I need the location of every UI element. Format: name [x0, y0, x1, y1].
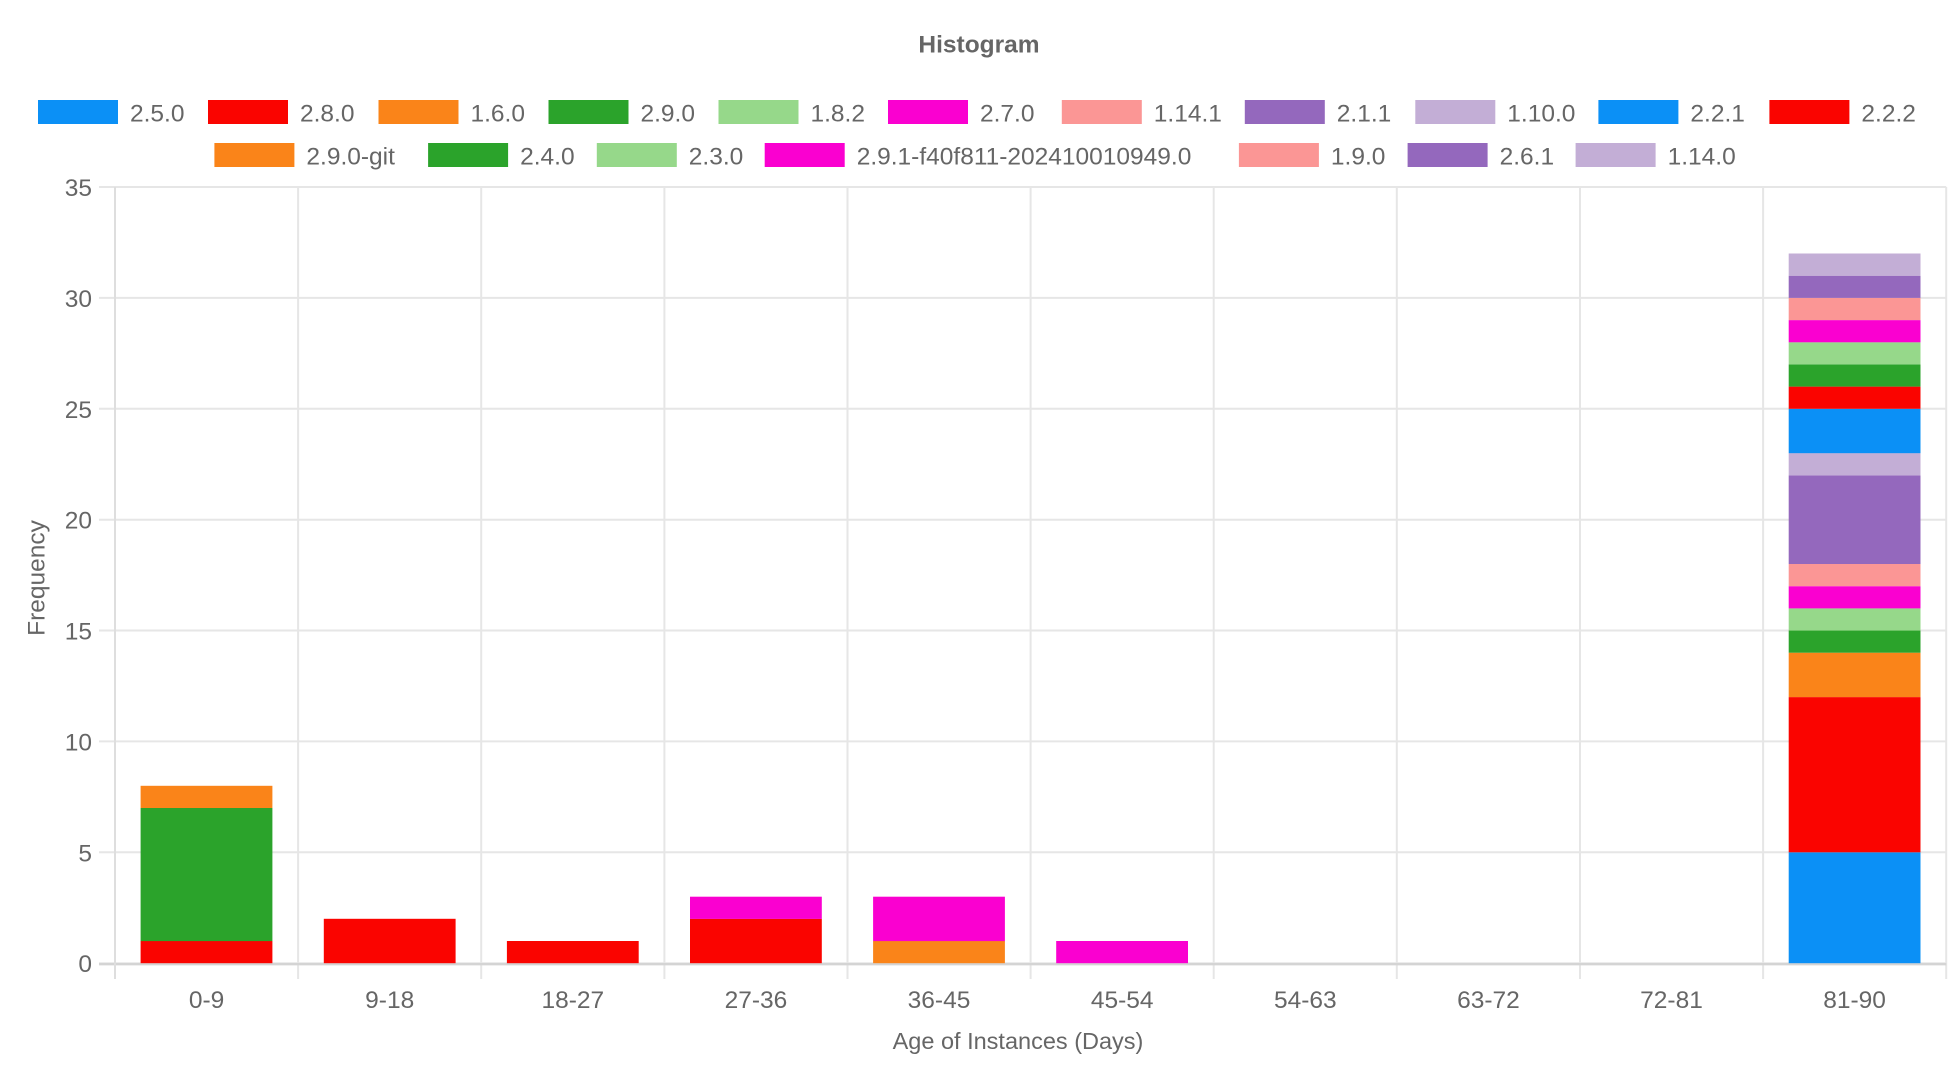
svg-text:2.9.0-git: 2.9.0-git — [306, 144, 395, 171]
svg-text:5: 5 — [78, 840, 92, 867]
svg-text:2.5.0: 2.5.0 — [130, 101, 185, 128]
svg-text:1.9.0: 1.9.0 — [1331, 144, 1386, 171]
svg-text:0: 0 — [78, 951, 92, 978]
svg-text:15: 15 — [65, 619, 92, 646]
svg-text:Histogram: Histogram — [918, 32, 1039, 59]
svg-text:2.9.1-f40f811-202410010949.0: 2.9.1-f40f811-202410010949.0 — [857, 144, 1192, 171]
svg-text:1.14.0: 1.14.0 — [1668, 144, 1736, 171]
svg-text:2.2.2: 2.2.2 — [1861, 101, 1916, 128]
svg-text:2.9.0: 2.9.0 — [641, 101, 696, 128]
svg-text:1.8.2: 1.8.2 — [811, 101, 866, 128]
svg-text:30: 30 — [65, 286, 92, 313]
svg-text:2.4.0: 2.4.0 — [520, 144, 575, 171]
svg-text:9-18: 9-18 — [365, 987, 414, 1014]
svg-text:45-54: 45-54 — [1091, 987, 1154, 1014]
svg-text:63-72: 63-72 — [1457, 987, 1520, 1014]
svg-text:27-36: 27-36 — [725, 987, 788, 1014]
svg-text:2.3.0: 2.3.0 — [689, 144, 744, 171]
svg-text:35: 35 — [65, 175, 92, 202]
svg-text:1.6.0: 1.6.0 — [471, 101, 526, 128]
svg-text:2.7.0: 2.7.0 — [980, 101, 1035, 128]
svg-text:2.2.1: 2.2.1 — [1690, 101, 1745, 128]
svg-text:54-63: 54-63 — [1274, 987, 1337, 1014]
svg-text:Age of Instances (Days): Age of Instances (Days) — [893, 1028, 1144, 1054]
svg-text:2.8.0: 2.8.0 — [300, 101, 355, 128]
svg-text:0-9: 0-9 — [189, 987, 224, 1014]
svg-text:18-27: 18-27 — [541, 987, 604, 1014]
svg-text:Frequency: Frequency — [24, 519, 51, 636]
svg-text:81-90: 81-90 — [1823, 987, 1886, 1014]
svg-text:2.6.1: 2.6.1 — [1500, 144, 1555, 171]
svg-text:25: 25 — [65, 397, 92, 424]
svg-text:36-45: 36-45 — [908, 987, 971, 1014]
svg-text:1.14.1: 1.14.1 — [1154, 101, 1222, 128]
svg-text:1.10.0: 1.10.0 — [1507, 101, 1575, 128]
svg-text:20: 20 — [65, 508, 92, 535]
svg-text:2.1.1: 2.1.1 — [1337, 101, 1392, 128]
svg-text:10: 10 — [65, 729, 92, 756]
svg-text:72-81: 72-81 — [1640, 987, 1703, 1014]
